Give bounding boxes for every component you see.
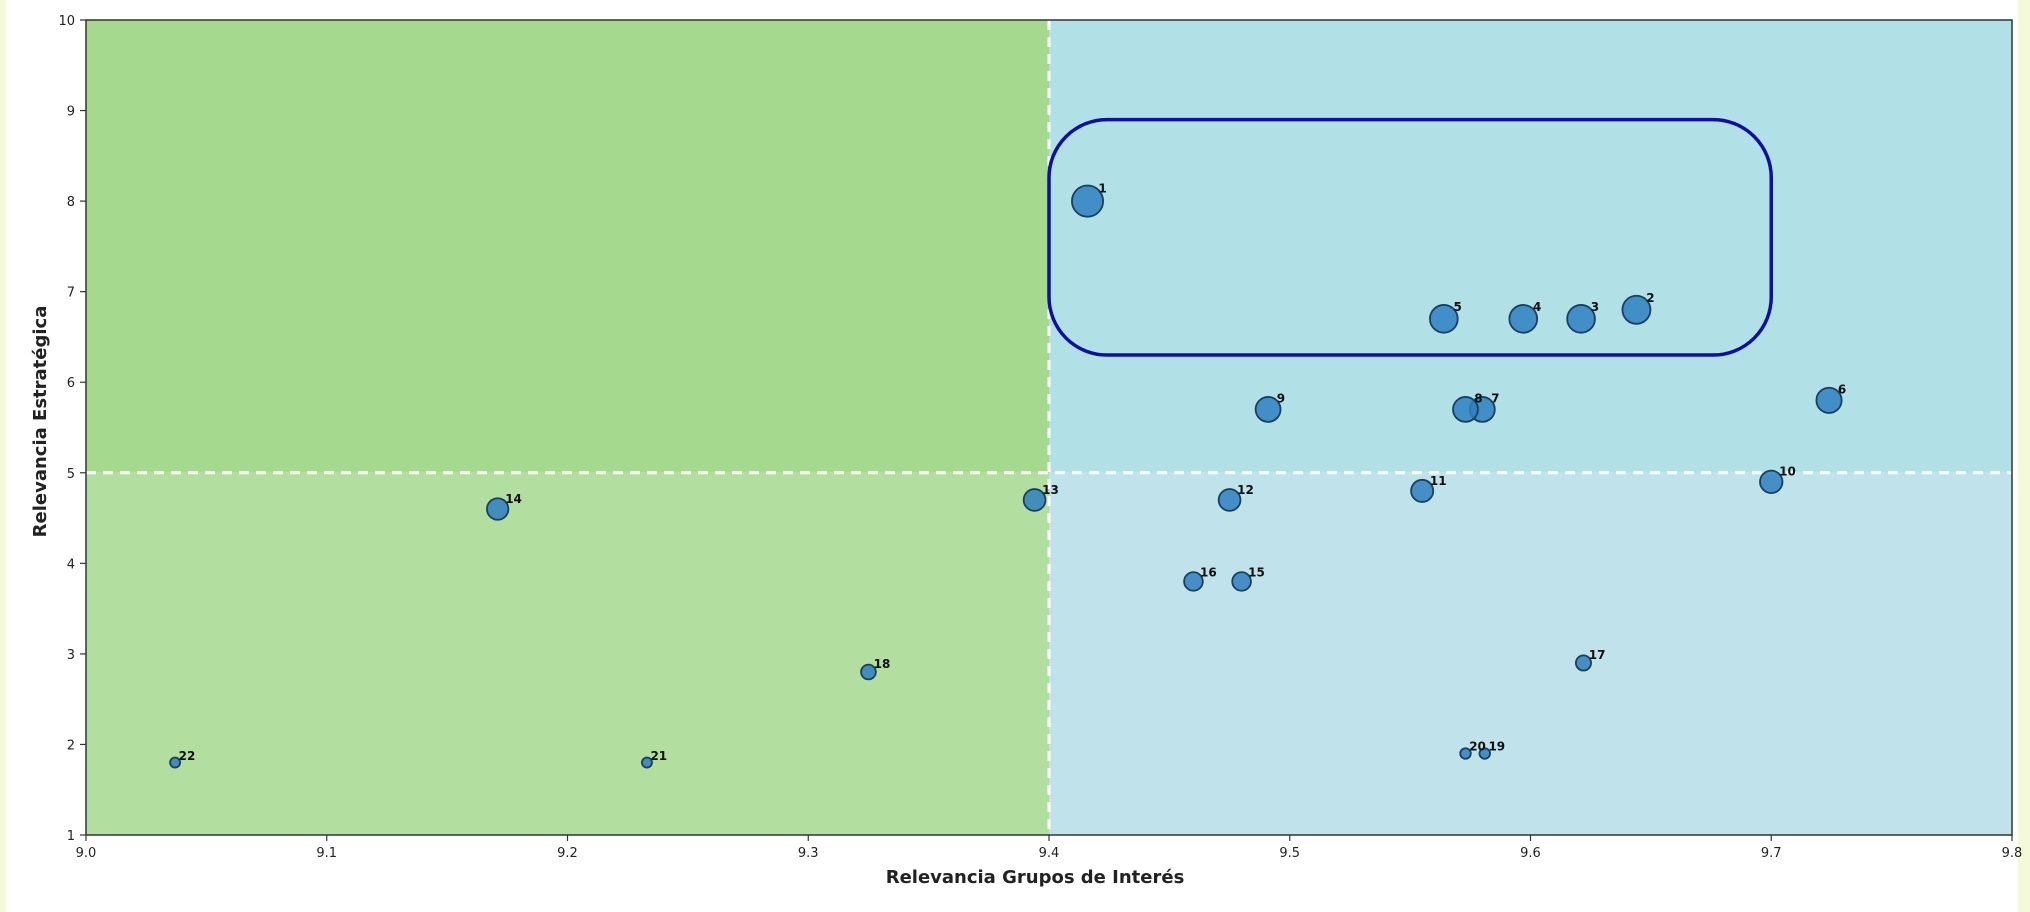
x-tick-label: 9.4: [1039, 846, 1060, 861]
y-tick-label: 7: [67, 286, 75, 301]
data-point-6: [1815, 386, 1843, 414]
point-label-18: 18: [874, 657, 891, 671]
data-point-8: [1452, 396, 1479, 423]
x-tick-label: 9.8: [2002, 846, 2023, 861]
point-label-14: 14: [505, 492, 522, 506]
point-label-19: 19: [1488, 740, 1505, 754]
data-point-19: [1478, 747, 1491, 760]
data-point-17: [1574, 654, 1592, 672]
point-label-2: 2: [1646, 291, 1654, 305]
quadrant-bottom-left: [86, 472, 1049, 835]
point-label-9: 9: [1277, 392, 1285, 406]
point-label-5: 5: [1454, 300, 1462, 314]
data-point-21: [641, 756, 653, 769]
point-label-4: 4: [1533, 300, 1541, 314]
quadrant-top-right: [1049, 20, 2012, 473]
point-label-11: 11: [1430, 474, 1447, 488]
point-label-1: 1: [1098, 182, 1106, 196]
y-tick-label: 3: [67, 648, 75, 663]
data-point-4: [1508, 304, 1539, 334]
data-point-2: [1621, 294, 1652, 325]
y-tick-label: 10: [58, 14, 75, 29]
point-label-17: 17: [1589, 648, 1606, 662]
data-point-14: [486, 497, 510, 521]
y-tick-label: 5: [67, 467, 75, 482]
data-point-10: [1759, 469, 1784, 494]
data-point-18: [860, 663, 877, 681]
data-point-20: [1459, 747, 1472, 760]
x-tick-label: 9.3: [798, 846, 819, 861]
x-tick-label: 9.0: [76, 846, 97, 861]
left-edge-strip: [0, 0, 6, 912]
y-tick-label: 1: [67, 829, 75, 844]
point-label-21: 21: [650, 749, 667, 763]
data-point-12: [1217, 488, 1242, 512]
y-tick-label: 6: [67, 376, 75, 391]
point-label-10: 10: [1779, 465, 1796, 479]
point-label-20: 20: [1469, 740, 1486, 754]
x-tick-label: 9.1: [316, 846, 337, 861]
point-label-16: 16: [1200, 565, 1217, 579]
data-point-16: [1183, 571, 1204, 592]
x-axis-title: Relevancia Grupos de Interés: [886, 867, 1185, 888]
quadrant-top-left: [86, 20, 1049, 473]
y-tick-label: 4: [67, 557, 75, 572]
right-edge-strip: [2018, 0, 2030, 912]
y-tick-label: 8: [67, 195, 75, 210]
point-label-15: 15: [1248, 565, 1265, 579]
point-label-6: 6: [1838, 382, 1846, 396]
y-axis-title: Relevancia Estratégica: [30, 306, 51, 538]
point-label-7: 7: [1491, 392, 1499, 406]
y-tick-label: 9: [67, 105, 75, 120]
data-point-22: [169, 756, 182, 769]
data-point-9: [1254, 396, 1282, 423]
point-label-13: 13: [1042, 483, 1059, 497]
x-tick-label: 9.6: [1520, 846, 1541, 861]
data-point-3: [1566, 304, 1596, 334]
highlight-box: [1047, 117, 1773, 357]
threshold-lines: [86, 20, 2012, 835]
data-point-15: [1231, 571, 1252, 592]
point-label-3: 3: [1591, 300, 1599, 314]
point-label-12: 12: [1237, 483, 1254, 497]
data-point-11: [1410, 478, 1435, 503]
quadrant-backgrounds: [86, 20, 2012, 835]
quadrant-bottom-right: [1049, 472, 2012, 835]
x-tick-label: 9.7: [1761, 846, 1782, 861]
highlight-group: [1047, 117, 1773, 357]
point-label-8: 8: [1474, 392, 1482, 406]
y-tick-label: 2: [67, 738, 75, 753]
point-label-22: 22: [179, 749, 196, 763]
data-point-5: [1429, 304, 1459, 334]
data-point-1: [1071, 184, 1105, 218]
data-point-13: [1022, 488, 1047, 512]
x-tick-label: 9.5: [1279, 846, 1300, 861]
x-tick-label: 9.2: [557, 846, 578, 861]
